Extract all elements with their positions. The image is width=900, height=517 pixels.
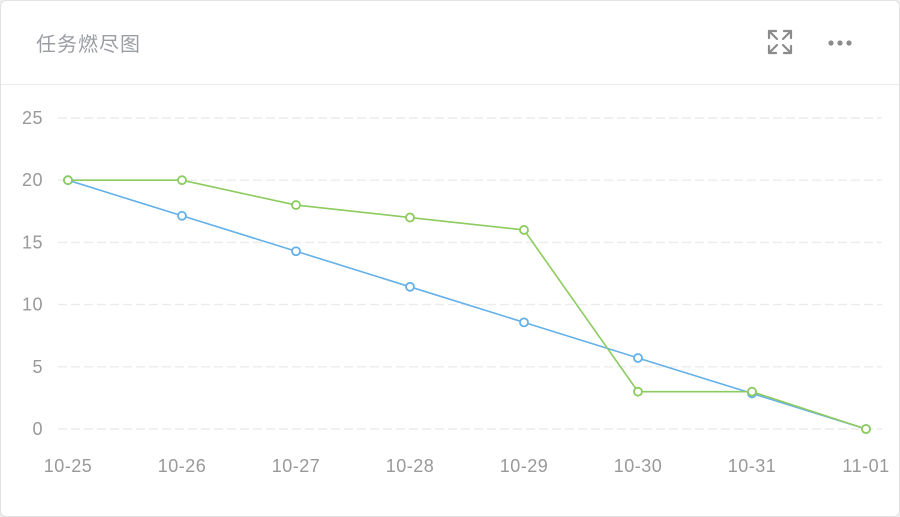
y-axis-label: 15 [22,232,43,252]
data-point-marker[interactable] [633,386,643,397]
data-point-marker[interactable] [861,424,871,434]
data-point-marker[interactable] [519,225,529,235]
x-axis-label: 10-25 [44,456,93,476]
x-axis-label: 10-30 [614,456,663,476]
data-point-marker[interactable] [633,353,643,363]
y-axis-label: 20 [22,170,43,190]
series-line [67,179,867,430]
data-point-marker[interactable] [177,210,187,221]
data-point-marker[interactable] [405,212,415,223]
expand-icon[interactable] [764,28,796,58]
chart-title: 任务燃尽图 [36,34,141,56]
data-point-marker[interactable] [291,200,301,210]
data-point-marker[interactable] [177,175,187,186]
x-axis-label: 10-26 [158,456,207,476]
data-point-marker[interactable] [519,317,529,328]
data-point-marker[interactable] [405,281,415,292]
data-point-marker[interactable] [291,246,301,257]
y-axis-label: 25 [22,108,43,128]
more-options-icon[interactable] [826,28,854,58]
x-axis-label: 11-01 [842,456,889,476]
x-axis-label: 10-29 [500,456,549,476]
x-axis-label: 10-27 [272,456,321,476]
data-point-marker[interactable] [747,386,757,397]
data-point-marker[interactable] [63,175,73,186]
series-line [67,179,867,430]
card-header: 任务燃尽图 [1,1,899,85]
x-axis-label: 10-31 [728,456,777,476]
y-axis-label: 5 [32,357,43,377]
y-axis-label: 0 [32,419,43,439]
x-axis-label: 10-28 [386,456,435,476]
y-axis-label: 10 [22,295,43,315]
